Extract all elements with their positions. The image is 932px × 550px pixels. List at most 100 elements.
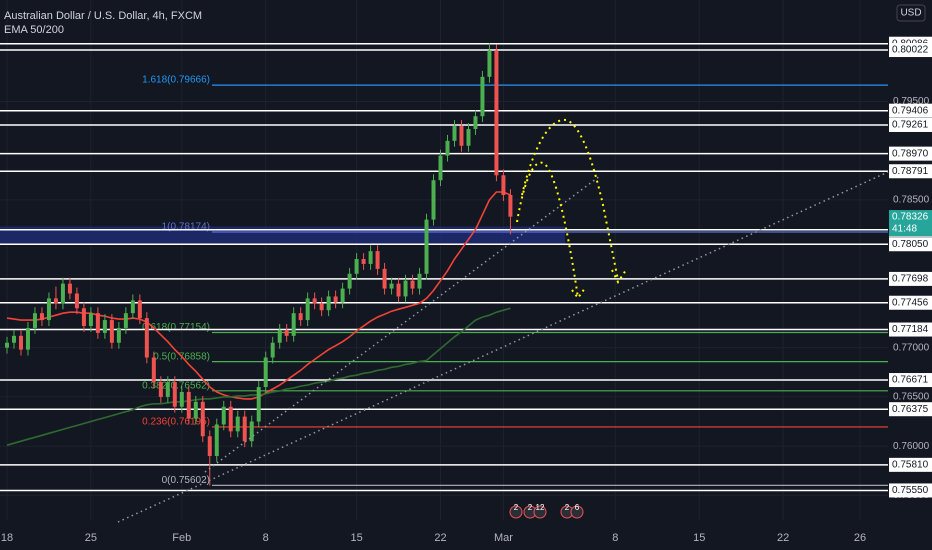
x-tick-label: 18 — [1, 532, 13, 544]
grid — [0, 0, 888, 520]
candle-body — [102, 320, 107, 333]
x-tick-label: 15 — [693, 532, 705, 544]
chart-title: Australian Dollar / U.S. Dollar, 4h, FXC… — [4, 10, 202, 22]
level-label: 0.79406 — [892, 105, 929, 116]
candle-body — [466, 129, 471, 146]
level-label-box — [889, 43, 932, 58]
candle-body — [438, 155, 443, 181]
candle-body — [424, 219, 429, 274]
candle-body — [4, 342, 9, 348]
level-label-box — [889, 295, 932, 310]
candle-body — [53, 298, 58, 304]
candle-body — [242, 416, 247, 442]
candle-body — [158, 382, 163, 397]
candle-body — [270, 342, 275, 358]
x-tick-label: 26 — [854, 532, 866, 544]
candle-body — [347, 273, 352, 289]
candle-body — [214, 424, 219, 456]
level-label-box — [889, 271, 932, 286]
level-label: 0.76671 — [892, 375, 929, 386]
level-label: 0.77184 — [892, 324, 929, 335]
event-icon[interactable] — [570, 505, 584, 519]
candle-body — [354, 259, 359, 274]
candle-body — [277, 329, 282, 343]
candle-body — [249, 421, 254, 442]
plot: 1.618(0.79666) 1(0.78174) 0.618(0.77154) 0.… — [0, 42, 888, 492]
candle-body — [340, 288, 345, 303]
indicator-label: EMA 50/200 — [4, 24, 64, 36]
level-label: 0.75550 — [892, 485, 929, 496]
level-label-box — [889, 457, 932, 472]
candle-body — [186, 391, 191, 419]
x-tick-label: 25 — [85, 532, 97, 544]
candle-body — [256, 387, 261, 422]
candle-body — [284, 329, 289, 336]
candle-body — [494, 50, 499, 176]
candle-body — [263, 357, 268, 388]
y-tick-label: 0.76000 — [893, 441, 930, 452]
candle-body — [389, 283, 394, 289]
countdown: 41:48 — [892, 224, 917, 235]
candle-body — [452, 126, 457, 141]
candle-body — [235, 416, 240, 432]
level-label: 0.77698 — [892, 274, 929, 285]
event-count: 2 — [528, 503, 533, 512]
event-count: 6 — [575, 503, 580, 512]
price-axis: 18 25 Feb 8 15 22 Mar 8 15 22 260.795000.785000.77… — [1, 36, 932, 544]
x-tick-label: 22 — [777, 532, 789, 544]
candle-body — [221, 406, 226, 425]
currency-box[interactable] — [896, 4, 926, 22]
last-price: 0.78326 — [892, 212, 929, 223]
projection — [521, 118, 627, 284]
candle-body — [305, 298, 310, 321]
candle-body — [46, 298, 51, 321]
x-tick-label: Feb — [172, 532, 191, 544]
level-label: 0.76375 — [892, 404, 929, 415]
level-label: 0.78791 — [892, 166, 929, 177]
candle-body — [32, 313, 37, 328]
candle-body — [172, 382, 177, 407]
event-icon[interactable] — [533, 505, 547, 519]
currency[interactable]: USD — [900, 8, 921, 19]
fib-label: 1(0.78174) — [162, 222, 210, 233]
candle-body — [74, 293, 79, 309]
y-tick-label: 0.76500 — [893, 392, 930, 403]
candle-body — [228, 406, 233, 432]
level-label: 0.80022 — [892, 45, 929, 56]
x-tick-label: Mar — [494, 532, 513, 544]
candle-body — [361, 259, 366, 264]
level-label-box — [889, 483, 932, 498]
x-tick-label: 22 — [434, 532, 446, 544]
trend-line — [117, 171, 889, 523]
candle-body — [417, 273, 422, 289]
candle-body — [459, 126, 464, 146]
candle-body — [18, 335, 23, 350]
level-label: 0.77456 — [892, 297, 929, 308]
candle-body — [403, 280, 408, 297]
y-tick-label: 0.77000 — [893, 342, 930, 353]
level-label-box — [889, 322, 932, 337]
candle-body — [200, 401, 205, 437]
drawings — [117, 118, 889, 523]
fib-label: 1.618(0.79666) — [142, 75, 210, 86]
candle-body — [445, 140, 450, 156]
level-label-box — [889, 237, 932, 252]
y-tick-label: 0.79500 — [893, 96, 930, 107]
zone — [0, 226, 565, 245]
trend-line — [204, 175, 601, 473]
candle-body — [382, 268, 387, 289]
level-label-box — [889, 103, 932, 118]
candle-body — [193, 401, 198, 419]
candle-body — [508, 195, 513, 217]
candle-body — [487, 50, 492, 77]
event-icon[interactable] — [509, 505, 523, 519]
event-count: 2 — [514, 503, 519, 512]
candle-body — [473, 116, 478, 130]
candle-body — [501, 175, 506, 195]
fib-label: 0.236(0.76195) — [142, 417, 210, 428]
candle-body — [137, 300, 142, 319]
candle-body — [333, 296, 338, 303]
candle-body — [368, 251, 373, 264]
